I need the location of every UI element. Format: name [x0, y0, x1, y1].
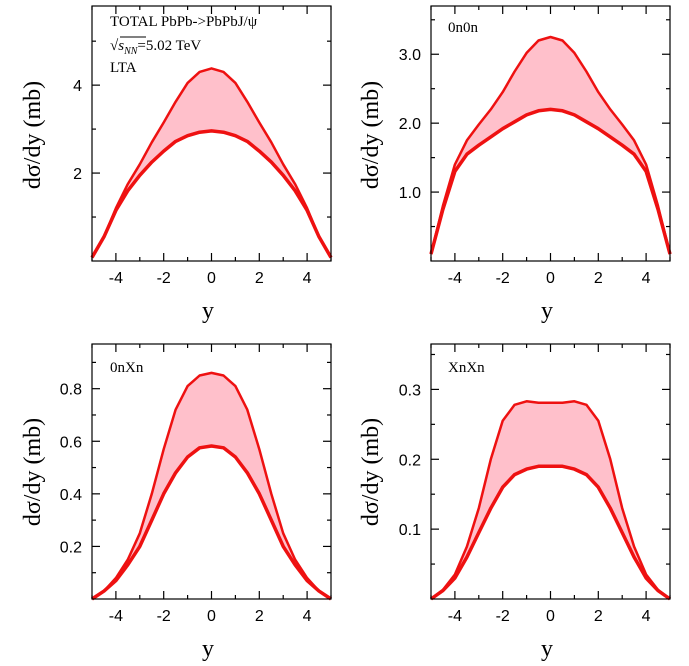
xtick-label-0nXn: -4	[109, 608, 123, 625]
ylabel-XnXn: dσ/dy (mb)	[358, 418, 384, 526]
upper-curve-0nXn	[91, 371, 332, 601]
xtick-label-total: 2	[255, 270, 264, 287]
ytick-label-0n0n: 2.0	[399, 116, 421, 133]
panel-0n0n: -4 -2 0 2 4 1.0 2.0 3.0 dσ/dy (mb) y 0n0n	[358, 5, 672, 324]
ytick-label-0nXn: 0.8	[60, 382, 82, 399]
annotation-0nXn: 0nXn	[110, 360, 144, 376]
panel-0nXn: -4 -2 0 2 4 0.2 0.4 0.6 0.8 dσ/dy (mb) y 0nXn	[20, 343, 332, 662]
ytick-label-XnXn: 0.2	[399, 452, 421, 469]
band-XnXn	[431, 401, 670, 599]
annotation-0n0n: 0n0n	[448, 20, 479, 36]
xtick-label-0n0n: 4	[642, 270, 651, 287]
upper-curve-0n0n	[429, 35, 672, 255]
ytick-label-0n0n: 1.0	[399, 185, 421, 202]
xtick-label-0nXn: -2	[157, 608, 171, 625]
band-0nXn	[92, 372, 331, 599]
lower-curve-total	[90, 129, 333, 259]
ylabel-0n0n: dσ/dy (mb)	[358, 81, 384, 189]
xlabel-0nXn: y	[202, 636, 214, 662]
annotation-XnXn: XnXn	[448, 360, 485, 376]
xtick-label-0n0n: -2	[496, 270, 510, 287]
ylabel-0nXn: dσ/dy (mb)	[20, 418, 46, 526]
ytick-label-total: 2	[73, 166, 82, 183]
ytick-label-XnXn: 0.3	[399, 382, 421, 399]
xtick-label-XnXn: 4	[642, 608, 651, 625]
upper-curve-XnXn	[430, 400, 671, 600]
ytick-label-XnXn: 0.1	[399, 522, 421, 539]
ytick-label-0nXn: 0.2	[60, 539, 82, 556]
annotation-total-reaction: TOTAL PbPb->PbPbJ/ψ	[110, 14, 258, 30]
xlabel-total: y	[202, 298, 214, 324]
xtick-label-0nXn: 2	[255, 608, 264, 625]
xtick-label-0nXn: 4	[303, 608, 312, 625]
lower-curve-XnXn	[429, 464, 672, 601]
ylabel-total: dσ/dy (mb)	[20, 81, 46, 189]
xtick-label-0n0n: -4	[448, 270, 462, 287]
panel-XnXn: -4 -2 0 2 4 0.1 0.2 0.3 dσ/dy (mb) y XnXn	[358, 343, 672, 662]
upper-curve-total	[90, 67, 333, 259]
ytick-label-0n0n: 3.0	[399, 47, 421, 64]
xtick-label-total: -4	[109, 270, 123, 287]
lower-curve-0nXn	[91, 444, 332, 601]
xtick-label-0n0n: 0	[546, 270, 555, 287]
xtick-label-XnXn: 2	[594, 608, 603, 625]
lower-curve-0n0n	[429, 107, 672, 255]
annotation-total-energy: √sNN=5.02 TeV	[110, 38, 201, 57]
annotation-total-model: LTA	[110, 60, 137, 76]
xlabel-XnXn: y	[541, 636, 553, 662]
ytick-label-0nXn: 0.4	[60, 487, 82, 504]
ytick-label-0nXn: 0.6	[60, 434, 82, 451]
xtick-label-total: 4	[303, 270, 312, 287]
frame-total	[91, 5, 332, 262]
xtick-label-0nXn: 0	[207, 608, 216, 625]
xtick-label-XnXn: 0	[546, 608, 555, 625]
xtick-label-total: -2	[157, 270, 171, 287]
xtick-label-XnXn: -2	[496, 608, 510, 625]
band-total	[92, 68, 331, 258]
panel-total: -4 -2 0 2 4 2 4 dσ/dy (mb) y TOTAL PbPb->PbPbJ/ψ √…	[20, 5, 333, 324]
band-0n0n	[431, 37, 670, 255]
xtick-label-total: 0	[207, 270, 216, 287]
xtick-label-0n0n: 2	[594, 270, 603, 287]
xlabel-0n0n: y	[541, 298, 553, 324]
ytick-label-total: 4	[73, 78, 82, 95]
xtick-label-XnXn: -4	[448, 608, 462, 625]
frame-XnXn	[430, 343, 671, 600]
